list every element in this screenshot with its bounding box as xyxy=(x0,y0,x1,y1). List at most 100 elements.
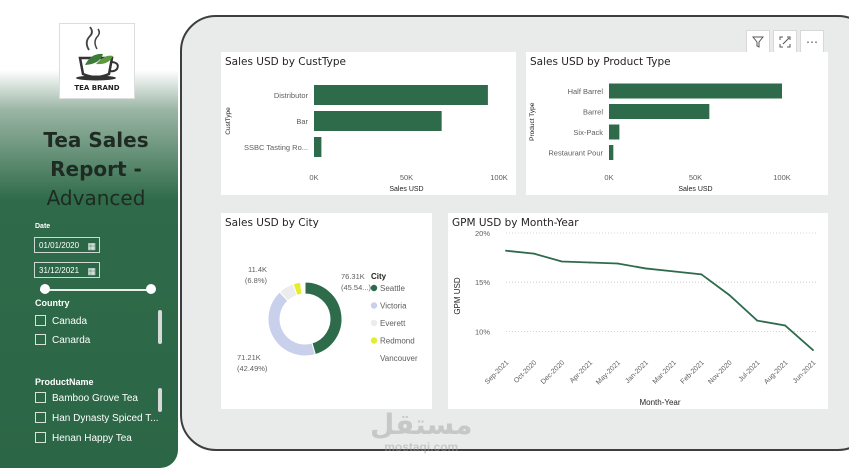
checkbox[interactable] xyxy=(35,391,46,403)
data-point xyxy=(644,267,647,270)
x-tick-label: Aug-2021 xyxy=(763,359,789,385)
report-title: Tea Sales Report - Advanced xyxy=(10,126,182,213)
x-tick-label: 0K xyxy=(604,173,613,182)
date-range-end-handle[interactable] xyxy=(146,284,156,294)
product-slicer-label: ProductName xyxy=(35,377,94,387)
filter-icon[interactable] xyxy=(746,30,770,54)
data-point xyxy=(812,349,814,351)
checkbox[interactable] xyxy=(35,411,46,423)
bar xyxy=(609,104,710,119)
watermark: مستقل mostaqi.com xyxy=(370,408,473,455)
country-scrollbar[interactable] xyxy=(158,310,162,344)
data-point xyxy=(728,294,731,296)
calendar-icon[interactable]: ▦ xyxy=(87,241,96,251)
legend-item: Vancouver xyxy=(380,354,418,363)
date-range-track[interactable] xyxy=(40,289,155,291)
x-tick-label: Jun-2021 xyxy=(792,359,818,385)
city-donut-card[interactable]: Sales USD by City 76.31K (45.54...) 71.21K… xyxy=(221,213,432,409)
country-option-label: Canarda xyxy=(52,335,91,346)
data-point xyxy=(784,324,786,327)
bar xyxy=(609,124,620,140)
x-tick-label: Feb-2021 xyxy=(680,359,706,385)
card-title: GPM USD by Month-Year xyxy=(452,217,579,229)
report-title-line-2: Report - xyxy=(50,157,142,181)
data-label: 76.31K xyxy=(341,272,365,281)
gpm-line-chart: 20% 15% 10% Sep-2021 Oct-2020 Dec-2020 Apr-202… xyxy=(453,229,818,407)
y-tick-label: 10% xyxy=(475,327,490,336)
data-point xyxy=(560,260,563,263)
product-option[interactable]: Henan Happy Tea xyxy=(35,431,132,446)
country-option[interactable]: Canarda xyxy=(35,333,91,348)
data-point xyxy=(588,261,591,264)
x-tick-label: 50K xyxy=(400,173,413,182)
y-axis-title: CustType xyxy=(225,107,232,135)
y-tick-label: 20% xyxy=(475,229,490,238)
checkbox[interactable] xyxy=(35,431,46,443)
end-date-input[interactable]: 31/12/2021 ▦ xyxy=(34,262,100,278)
custtype-bar-card[interactable]: Sales USD by CustType Distributor Bar SSBC… xyxy=(221,52,516,195)
logo-text: TEA BRAND xyxy=(74,84,120,92)
x-tick-label: 100K xyxy=(490,173,508,182)
bar xyxy=(314,85,488,105)
focus-mode-icon[interactable] xyxy=(773,30,797,54)
data-point xyxy=(533,252,535,255)
start-date-input[interactable]: 01/01/2020 ▦ xyxy=(34,237,100,253)
data-point xyxy=(505,249,507,252)
data-label: 71.21K xyxy=(237,353,261,362)
checkbox[interactable] xyxy=(35,314,46,326)
data-point xyxy=(756,319,759,322)
donut-slice xyxy=(267,291,316,357)
x-axis-title: Sales USD xyxy=(678,186,712,193)
end-date-value: 31/12/2021 xyxy=(39,266,80,275)
data-label-percent: (42.49%) xyxy=(237,364,268,373)
bar xyxy=(609,145,614,160)
x-tick-label: Sep-2021 xyxy=(484,359,510,385)
more-options-icon[interactable]: ⋯ xyxy=(800,30,824,54)
tea-cup-logo-icon xyxy=(76,26,119,81)
x-tick-label: Nov-2020 xyxy=(707,359,733,385)
legend-item: Redmond xyxy=(380,337,415,346)
y-axis-title: Product Type xyxy=(529,102,536,141)
legend-item: Everett xyxy=(380,319,406,328)
product-option-label: Han Dynasty Spiced T... xyxy=(52,413,159,424)
x-tick-label: Apr-2021 xyxy=(569,359,594,384)
x-tick-label: Dec-2020 xyxy=(540,359,566,385)
bar xyxy=(609,83,782,99)
country-option[interactable]: Canada xyxy=(35,314,88,329)
category-label: Half Barrel xyxy=(568,87,604,96)
card-title: Sales USD by City xyxy=(225,217,319,229)
category-label: Barrel xyxy=(583,108,603,117)
bar xyxy=(314,137,322,157)
product-type-bar-chart: Half Barrel Barrel Six-Pack Restaurant Pour… xyxy=(529,83,791,193)
x-tick-label: 100K xyxy=(773,173,791,182)
product-type-bar-card[interactable]: Sales USD by Product Type Half Barrel Bar… xyxy=(526,52,828,195)
x-axis-title: Sales USD xyxy=(389,186,423,193)
checkbox[interactable] xyxy=(35,333,46,345)
series-line xyxy=(505,249,814,351)
x-axis-title: Month-Year xyxy=(639,398,680,407)
category-label: Bar xyxy=(296,117,308,126)
legend-marker xyxy=(370,319,378,327)
custtype-bar-chart: Distributor Bar SSBC Tasting Ro... 0K 50K 100… xyxy=(225,85,508,193)
date-range-start-handle[interactable] xyxy=(40,284,50,294)
watermark-latin: mostaqi.com xyxy=(384,440,459,454)
data-point xyxy=(672,270,675,273)
country-option-label: Canada xyxy=(52,316,88,327)
bar xyxy=(314,111,442,131)
x-tick-label: Oct-2020 xyxy=(513,359,538,384)
report-title-line-1: Tea Sales xyxy=(43,128,149,152)
x-tick-label: 50K xyxy=(689,173,702,182)
watermark-arabic: مستقل xyxy=(370,408,473,441)
calendar-icon[interactable]: ▦ xyxy=(87,266,96,276)
visual-toolbar: ⋯ xyxy=(746,30,824,54)
card-title: Sales USD by Product Type xyxy=(530,56,671,68)
product-scrollbar[interactable] xyxy=(158,388,162,412)
product-option[interactable]: Han Dynasty Spiced T... xyxy=(35,411,159,426)
product-option[interactable]: Bamboo Grove Tea xyxy=(35,391,138,406)
product-option-label: Bamboo Grove Tea xyxy=(52,393,138,404)
city-donut-chart: 76.31K (45.54...) 71.21K (42.49%) 11.4K (6.8%… xyxy=(237,265,418,373)
gpm-line-card[interactable]: GPM USD by Month-Year 20% 15% 10% Sep-2021 O… xyxy=(448,213,828,409)
legend-marker xyxy=(370,302,378,309)
donut-slice xyxy=(300,281,306,295)
report-title-line-3: Advanced xyxy=(46,186,146,210)
